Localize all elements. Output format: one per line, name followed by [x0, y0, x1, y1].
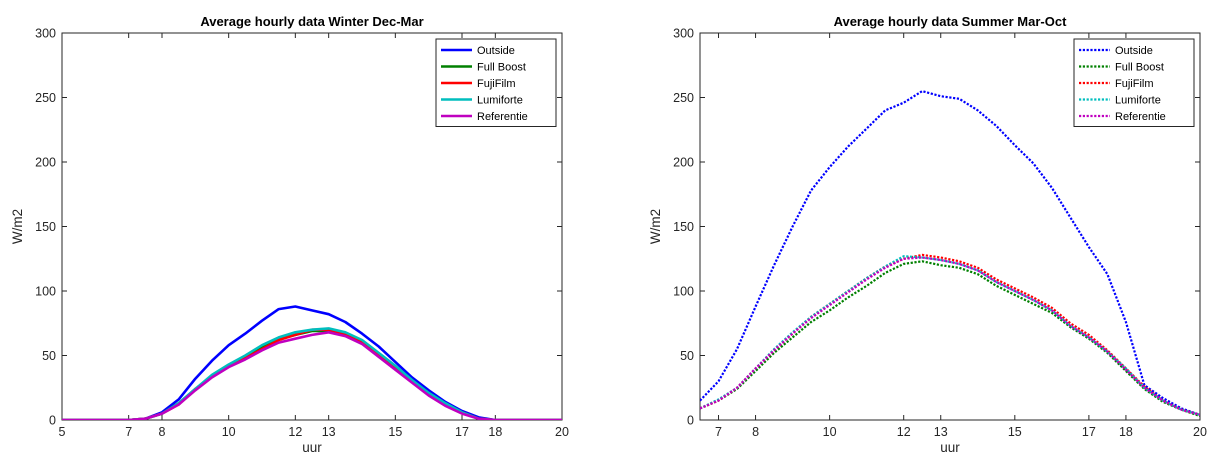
x-tick-label: 8: [159, 425, 166, 439]
y-axis-label: W/m2: [10, 209, 25, 244]
series-line-full-boost: [700, 260, 1200, 418]
chart-summer: 0 50 100 150 200 250 300 7 8 10 12 13 15 17 18 20 Averag…: [648, 14, 1207, 455]
legend-entry-label: Outside: [1115, 45, 1153, 57]
x-tick-label: 17: [455, 425, 469, 439]
series-line-referentie: [700, 256, 1200, 416]
y-tick-label: 200: [35, 156, 56, 170]
y-tick-label: 100: [35, 285, 56, 299]
x-axis-label: uur: [940, 440, 960, 455]
y-axis-label: W/m2: [648, 209, 663, 244]
x-tick-label: 8: [752, 425, 759, 439]
x-tick-label: 7: [125, 425, 132, 439]
x-tick-label: 7: [715, 425, 722, 439]
legend-entry-label: FujiFilm: [1115, 78, 1154, 90]
y-tick-label: 150: [35, 220, 56, 234]
x-tick-label: 20: [1193, 425, 1207, 439]
x-tick-label: 17: [1082, 425, 1096, 439]
x-tick-label: 10: [222, 425, 236, 439]
series-line-lumiforte: [700, 255, 1200, 416]
legend-entry-label: FujiFilm: [477, 78, 516, 90]
legend: [1073, 38, 1195, 127]
chart-title: Average hourly data Summer Mar-Oct: [834, 14, 1068, 29]
y-tick-label: 150: [673, 220, 694, 234]
legend-entry-label: Full Boost: [477, 62, 526, 74]
legend-entry-label: Lumiforte: [1115, 95, 1161, 107]
x-tick-label: 18: [488, 425, 502, 439]
y-tick-label: 0: [49, 414, 56, 428]
y-tick-label: 200: [673, 156, 694, 170]
y-tick-label: 300: [35, 27, 56, 41]
x-tick-label: 15: [388, 425, 402, 439]
y-tick-label: 50: [42, 349, 56, 363]
series-line-outside: [700, 89, 1200, 416]
chart-winter: 0 50 100 150 200 250 300 5 7 8 10 12 13 15 17 18 20 Avera…: [10, 14, 569, 455]
legend-entry-label: Outside: [477, 45, 515, 57]
x-tick-label: 18: [1119, 425, 1133, 439]
y-tick-label: 100: [673, 285, 694, 299]
x-axis-label: uur: [302, 440, 322, 455]
legend-entry-label: Full Boost: [1115, 62, 1164, 74]
x-tick-label: 12: [897, 425, 911, 439]
y-tick-label: 50: [680, 349, 694, 363]
x-tick-label: 5: [59, 425, 66, 439]
x-tick-label: 13: [934, 425, 948, 439]
series-line-referentie: [62, 330, 562, 420]
x-tick-label: 12: [288, 425, 302, 439]
legend-entry-label: Lumiforte: [477, 95, 523, 107]
x-tick-label: 13: [322, 425, 336, 439]
y-tick-label: 0: [687, 414, 694, 428]
legend-entry-label: Referentie: [1115, 111, 1166, 123]
y-tick-label: 250: [35, 91, 56, 105]
x-tick-label: 10: [823, 425, 837, 439]
x-tick-label: 20: [555, 425, 569, 439]
y-tick-label: 250: [673, 91, 694, 105]
y-tick-label: 300: [673, 27, 694, 41]
x-tick-label: 15: [1008, 425, 1022, 439]
legend-entry-label: Referentie: [477, 111, 528, 123]
chart-title: Average hourly data Winter Dec-Mar: [200, 14, 423, 29]
